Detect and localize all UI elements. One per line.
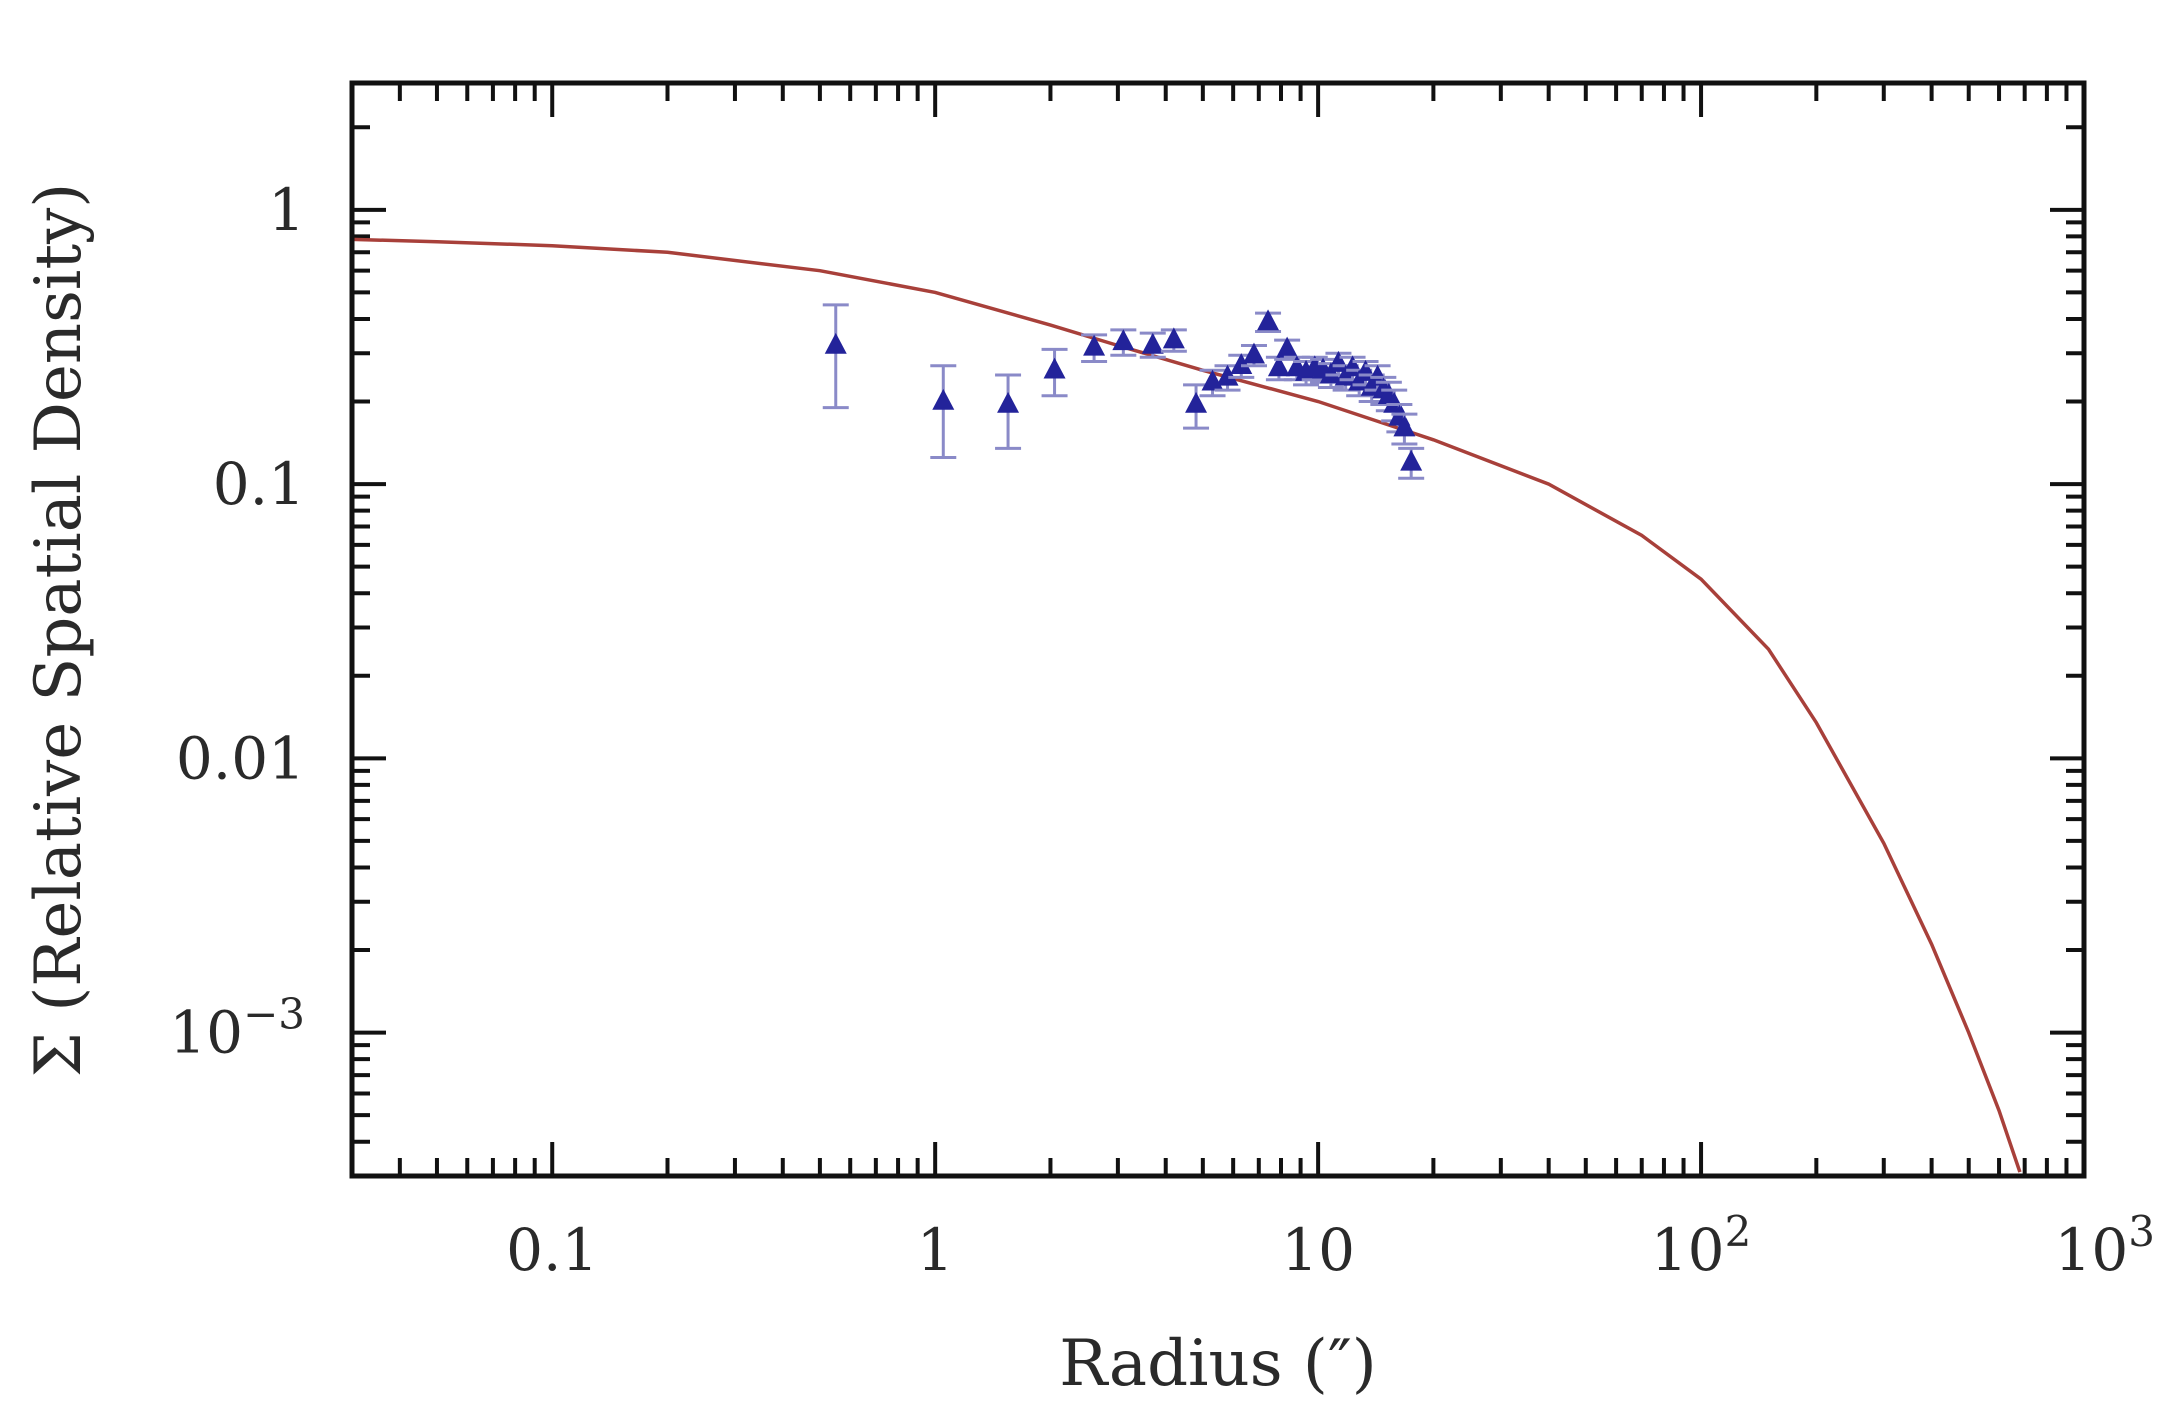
- y-tick-label: 10−3: [169, 990, 305, 1067]
- triangle-marker: [1230, 353, 1253, 375]
- x-tick-label: 103: [2054, 1207, 2155, 1284]
- triangle-marker: [1083, 334, 1106, 356]
- data-point: [1110, 328, 1137, 357]
- data-point: [1240, 342, 1267, 368]
- plot-frame: [349, 80, 2087, 1179]
- model-curve: [351, 237, 2022, 1173]
- x-tick-label: 102: [1651, 1207, 1752, 1284]
- triangle-marker: [1185, 391, 1208, 413]
- data-point: [995, 373, 1022, 450]
- data-point: [822, 303, 849, 410]
- major-ticks: [352, 83, 2086, 1176]
- y-axis-label: Σ (Relative Spatial Density): [22, 183, 96, 1078]
- minor-ticks: [350, 83, 2084, 1178]
- triangle-marker: [1216, 364, 1239, 386]
- data-point: [1183, 383, 1210, 430]
- data-point: [1255, 309, 1282, 334]
- triangle-marker: [1242, 342, 1265, 364]
- data-point: [1041, 347, 1068, 398]
- triangle-marker: [997, 391, 1020, 413]
- x-tick-label: 0.1: [506, 1216, 598, 1284]
- data-point: [1160, 327, 1187, 353]
- triangle-marker: [824, 332, 847, 354]
- x-tick-label: 10: [1281, 1216, 1355, 1284]
- y-tick-label: 0.1: [213, 450, 305, 518]
- triangle-marker: [1319, 362, 1342, 384]
- x-axis-label: Radius (″): [1059, 1327, 1377, 1401]
- triangle-marker: [1393, 415, 1416, 437]
- triangle-marker: [1141, 332, 1164, 354]
- data-point: [1391, 412, 1418, 446]
- data-point: [1081, 333, 1108, 363]
- triangle-marker: [1267, 355, 1290, 377]
- triangle-marker: [932, 388, 955, 410]
- y-tick-label: 1: [268, 176, 305, 244]
- data-points-layer: [822, 303, 1425, 480]
- triangle-marker: [1043, 357, 1066, 379]
- data-point: [1398, 446, 1425, 480]
- x-tick-labels: 0.1 1 10 102 103: [506, 1207, 2155, 1284]
- y-tick-labels: 1 0.1 0.01 10−3: [169, 176, 305, 1067]
- model-curve-layer: [351, 237, 2022, 1173]
- triangle-marker: [1162, 327, 1185, 349]
- data-point: [930, 364, 957, 459]
- y-tick-label: 0.01: [176, 724, 305, 792]
- x-tick-label: 1: [917, 1216, 954, 1284]
- triangle-marker: [1257, 309, 1280, 331]
- data-point: [1139, 331, 1166, 359]
- triangle-marker: [1400, 449, 1423, 471]
- triangle-marker: [1276, 336, 1299, 358]
- triangle-marker: [1112, 329, 1135, 351]
